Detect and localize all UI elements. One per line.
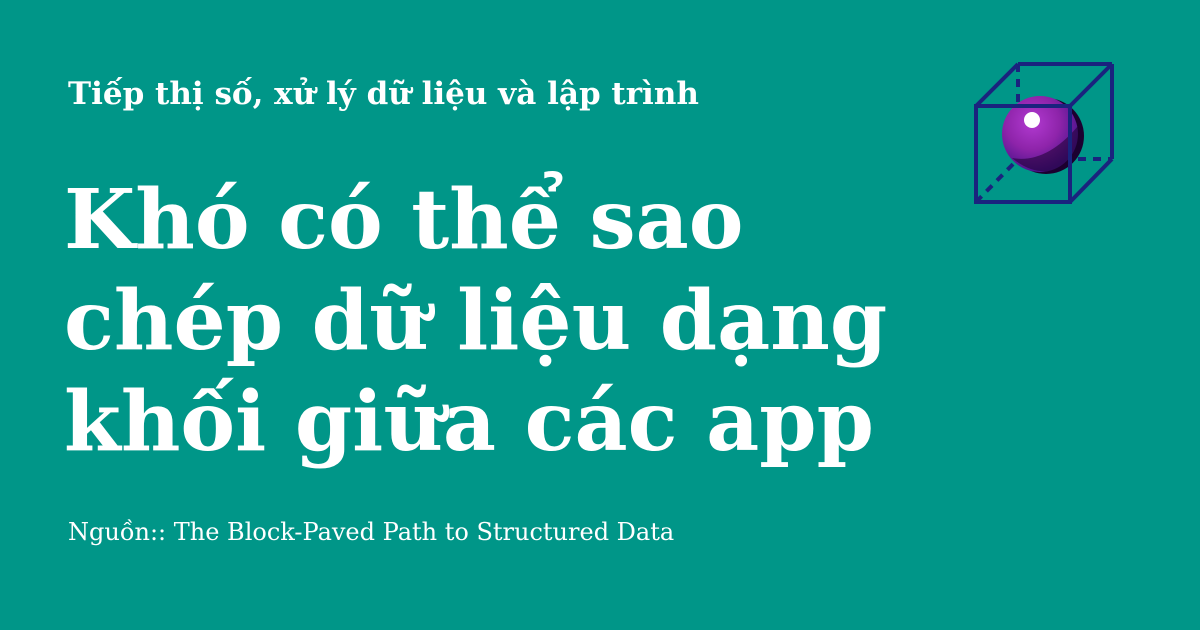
- cube-with-sphere-icon: [974, 62, 1114, 204]
- headline-line-3: khối giữa các app: [64, 374, 874, 470]
- article-headline: Khó có thể sao chép dữ liệu dạng khối gi…: [64, 170, 924, 473]
- source-credit: Nguồn:: The Block-Paved Path to Structur…: [68, 518, 675, 546]
- headline-line-1: Khó có thể sao: [64, 172, 744, 268]
- category-eyebrow: Tiếp thị số, xử lý dữ liệu và lập trình: [68, 76, 699, 112]
- cube-edge: [1068, 62, 1114, 108]
- cube-front-face: [974, 104, 1072, 204]
- cube-back-edge: [974, 157, 1020, 204]
- sphere-shade: [1012, 126, 1080, 172]
- cube-edge: [974, 62, 1020, 108]
- cube-edge: [1068, 157, 1114, 204]
- sphere-highlight: [1024, 112, 1040, 128]
- headline-line-2: chép dữ liệu dạng: [64, 273, 888, 369]
